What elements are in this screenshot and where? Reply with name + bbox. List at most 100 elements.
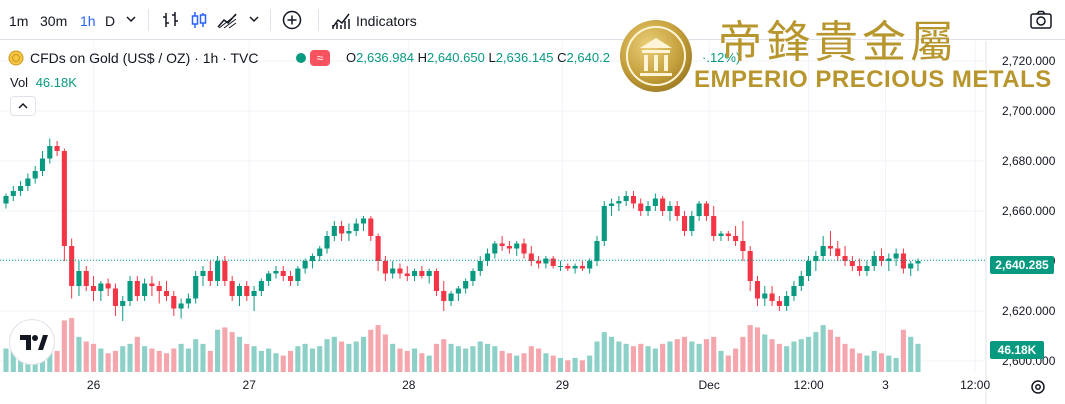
last-price-badge: 2,640.285 bbox=[990, 256, 1054, 274]
volume-bar bbox=[798, 339, 804, 372]
volume-bar bbox=[835, 336, 841, 372]
candle-body bbox=[25, 178, 31, 186]
collapse-legend-button[interactable] bbox=[10, 96, 36, 116]
candle-body bbox=[827, 246, 834, 249]
candle-body bbox=[703, 203, 709, 216]
candle-body bbox=[3, 196, 9, 204]
volume-bar bbox=[236, 336, 243, 372]
volume-legend[interactable]: Vol 46.18K bbox=[10, 74, 77, 92]
candle-body bbox=[477, 261, 483, 271]
indicators-button[interactable]: Indicators bbox=[356, 13, 417, 29]
candle-body bbox=[667, 206, 673, 211]
chevron-down-icon[interactable] bbox=[247, 12, 261, 26]
volume-bar bbox=[258, 350, 264, 372]
volume-bar bbox=[769, 339, 775, 372]
candle-body bbox=[630, 196, 637, 204]
volume-bar bbox=[251, 346, 257, 372]
volume-bar bbox=[536, 348, 542, 372]
bar-chart-type-icon[interactable] bbox=[160, 9, 182, 31]
interval-1m-button[interactable]: 1m bbox=[9, 13, 29, 29]
candle-body bbox=[156, 286, 162, 291]
toolbar-divider bbox=[270, 9, 271, 31]
ohlc-values: O2,636.984 H2,640.650 L2,636.145 C2,640.… bbox=[346, 49, 610, 67]
volume-bar bbox=[667, 341, 673, 372]
volume-bar bbox=[470, 346, 476, 372]
volume-bar bbox=[813, 332, 819, 372]
volume-bar bbox=[492, 346, 498, 372]
candle-body bbox=[273, 271, 279, 274]
tradingview-logo[interactable] bbox=[10, 320, 54, 364]
brand-seal-icon bbox=[620, 20, 692, 92]
volume-bar bbox=[784, 346, 790, 372]
candle-body bbox=[893, 253, 899, 259]
candle-body bbox=[360, 218, 367, 224]
candle-body bbox=[740, 241, 746, 251]
volume-bar bbox=[747, 325, 753, 372]
candle-body bbox=[908, 263, 914, 269]
candle-body bbox=[178, 303, 184, 309]
volume-bar bbox=[178, 343, 184, 372]
candles-chart-type-icon[interactable] bbox=[188, 9, 210, 31]
volume-bar bbox=[266, 348, 272, 372]
candle-body bbox=[134, 281, 140, 296]
interval-d-button[interactable]: D bbox=[105, 13, 116, 29]
volume-bar bbox=[616, 341, 622, 372]
chart-toolbar: 1m 30m 1h D Indicators bbox=[0, 0, 1065, 40]
volume-bar bbox=[142, 346, 148, 372]
candle-body bbox=[266, 273, 272, 281]
chevron-down-icon[interactable] bbox=[124, 12, 138, 26]
volume-bar bbox=[244, 343, 250, 372]
volume-bar bbox=[397, 348, 403, 372]
volume-bar bbox=[463, 348, 469, 372]
candle-body bbox=[412, 271, 418, 276]
candle-body bbox=[244, 286, 250, 296]
candle-body bbox=[90, 286, 97, 291]
camera-icon[interactable] bbox=[1029, 10, 1053, 30]
indicators-icon[interactable] bbox=[330, 9, 352, 31]
symbol-legend[interactable]: CFDs on Gold (US$ / OZ) · 1h · TVC bbox=[8, 49, 298, 67]
candle-body bbox=[193, 276, 199, 299]
volume-bar bbox=[3, 348, 9, 372]
volume-bar bbox=[83, 341, 89, 372]
volume-bar bbox=[681, 336, 688, 372]
low-value: 2,636.145 bbox=[495, 50, 554, 65]
volume-bar bbox=[579, 360, 585, 372]
price-chart[interactable]: 2,720.000 2,700.000 2,680.000 2,660.000 2,64… bbox=[0, 41, 1065, 404]
candle-body bbox=[10, 191, 16, 196]
symbol-title: CFDs on Gold (US$ / OZ) · 1h · TVC bbox=[30, 50, 259, 66]
volume-bar bbox=[207, 350, 213, 372]
volume-bar bbox=[47, 343, 53, 372]
candle-body bbox=[207, 271, 213, 281]
volume-bar bbox=[842, 343, 848, 372]
volume-bar bbox=[754, 327, 761, 372]
candle-body bbox=[47, 146, 53, 159]
volume-bar bbox=[156, 350, 162, 372]
volume-bar bbox=[200, 343, 206, 372]
open-value: 2,636.984 bbox=[356, 50, 414, 65]
plus-circle-icon[interactable] bbox=[281, 9, 303, 31]
candle-body bbox=[857, 266, 863, 271]
interval-30m-button[interactable]: 30m bbox=[40, 13, 68, 29]
volume-bar bbox=[776, 343, 782, 372]
candle-body bbox=[18, 186, 24, 191]
volume-bar bbox=[331, 336, 337, 372]
price-tick-label: 2,620.000 bbox=[1002, 304, 1056, 318]
candle-body bbox=[835, 248, 841, 256]
candle-body bbox=[54, 146, 60, 151]
volume-bar bbox=[878, 353, 885, 372]
volume-bar bbox=[572, 357, 578, 372]
interval-1h-button[interactable]: 1h bbox=[80, 13, 96, 29]
volume-bar bbox=[565, 360, 571, 372]
candle-body bbox=[506, 246, 512, 249]
volume-bar bbox=[791, 341, 797, 372]
area-chart-type-icon[interactable] bbox=[216, 9, 238, 31]
candle-body bbox=[83, 271, 89, 286]
candle-body bbox=[806, 261, 812, 276]
candle-body bbox=[382, 261, 388, 274]
volume-bar bbox=[426, 355, 432, 372]
settings-gear-icon[interactable] bbox=[1029, 378, 1047, 396]
candle-body bbox=[900, 253, 906, 269]
volume-bar bbox=[499, 350, 505, 372]
data-wave-badge: ≈ bbox=[310, 50, 330, 66]
volume-bar bbox=[134, 336, 140, 372]
